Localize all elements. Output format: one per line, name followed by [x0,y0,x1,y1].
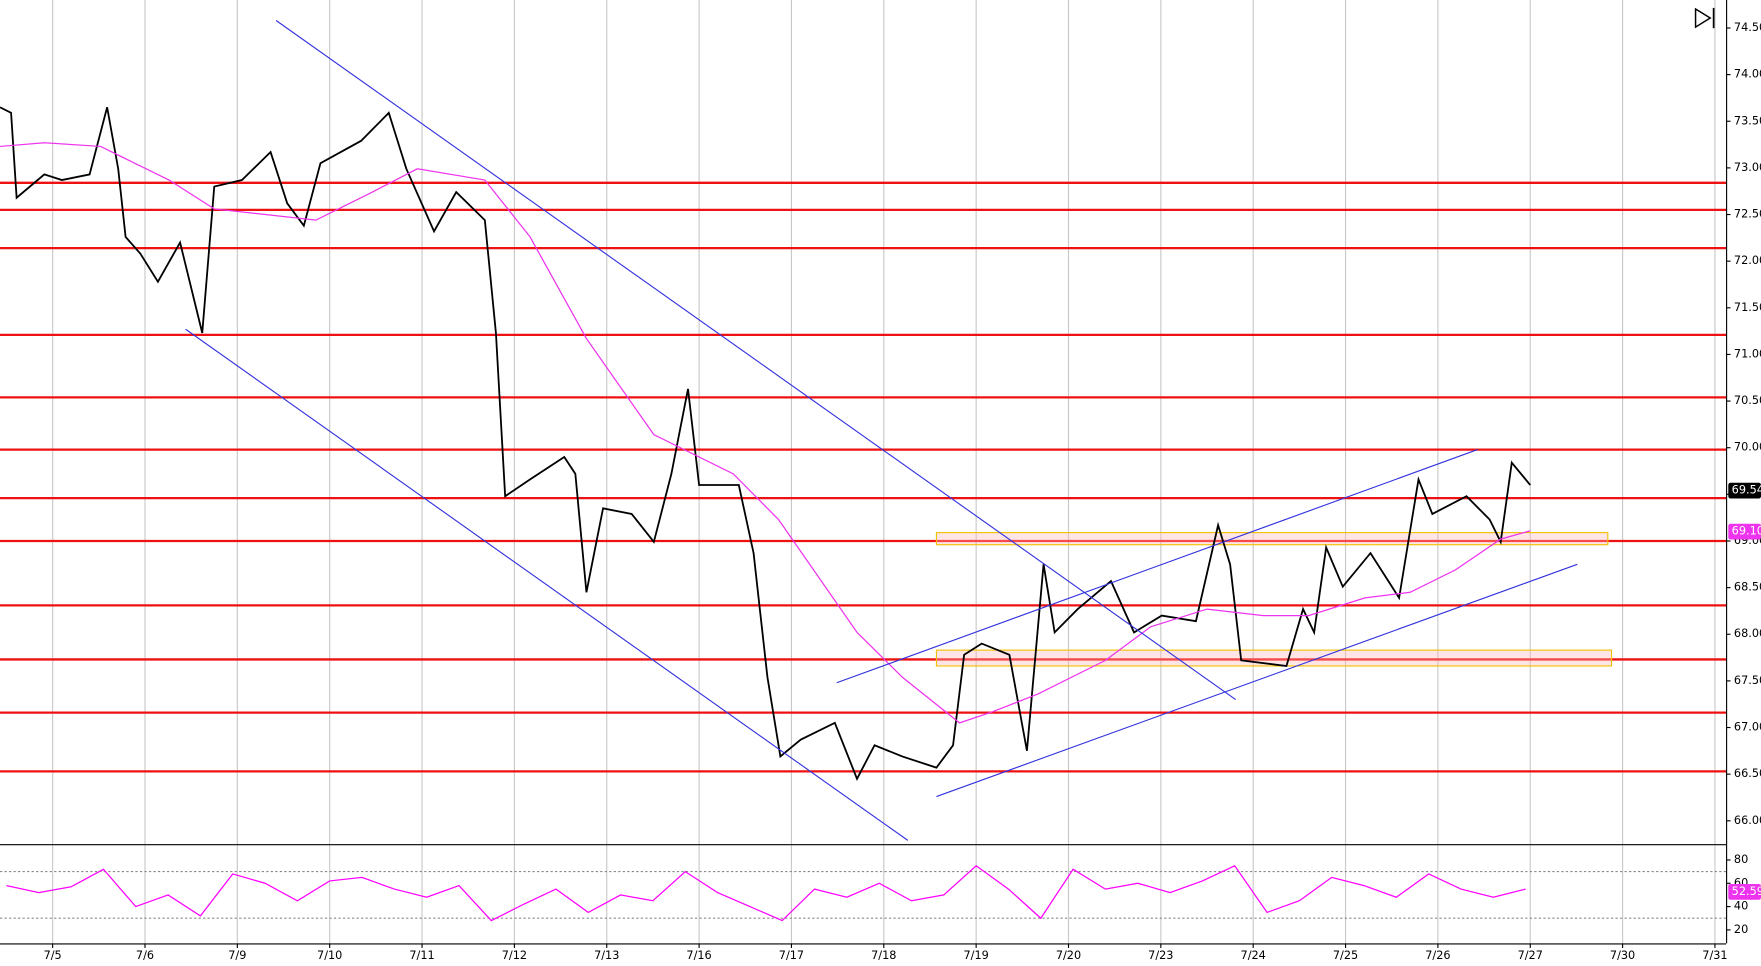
x-tick-label: 7/23 [1148,949,1173,962]
y-tick-label: 20 [1734,923,1748,936]
series-line [0,142,1531,724]
y-tick-label: 72.50 [1734,208,1761,221]
y-tick-label: 66.50 [1734,767,1761,780]
zone [935,532,1609,546]
y-tick-label: 67.50 [1734,674,1761,687]
y-tick-label: 70.00 [1734,441,1761,454]
y-tick-label: 73.00 [1734,161,1761,174]
y-tick-label: 71.00 [1734,347,1761,360]
y-tick-label: 74.50 [1734,21,1761,34]
y-tick-label: 40 [1734,900,1748,913]
x-tick-label: 7/18 [871,949,896,962]
price-label: 52.59 [1732,885,1761,898]
x-tick-label: 7/31 [1702,949,1727,962]
x-tick-label: 7/27 [1518,949,1543,962]
x-tick-label: 7/25 [1333,949,1358,962]
x-tick-label: 7/19 [963,949,988,962]
y-tick-label: 73.50 [1734,114,1761,127]
trend-line [936,563,1578,798]
price-label: 69.54 [1732,484,1761,497]
y-tick-label: 70.50 [1734,394,1761,407]
x-tick-label: 7/5 [44,949,62,962]
trend-line [275,20,1236,701]
y-tick-label: 74.00 [1734,68,1761,81]
series-line [0,106,1531,781]
y-tick-label: 68.00 [1734,627,1761,640]
y-tick-label: 66.00 [1734,814,1761,827]
series-line [6,864,1526,922]
x-tick-label: 7/17 [779,949,804,962]
x-tick-label: 7/9 [228,949,246,962]
price-label-box [1728,884,1761,900]
x-tick-label: 7/11 [409,949,434,962]
y-tick-label: 67.00 [1734,721,1761,734]
price-label-box [1728,482,1761,499]
x-tick-label: 7/20 [1056,949,1081,962]
y-tick-label: 68.50 [1734,581,1761,594]
x-tick-label: 7/30 [1610,949,1635,962]
price-label: 69.10 [1732,525,1761,538]
x-tick-label: 7/24 [1241,949,1266,962]
x-tick-label: 7/12 [502,949,527,962]
zone [935,649,1613,667]
x-tick-label: 7/6 [136,949,154,962]
scroll-end-icon[interactable] [1694,7,1715,29]
price-panel: 66.0066.5067.0067.5068.0068.5069.0069.50… [0,0,1761,845]
x-tick-label: 7/13 [594,949,619,962]
y-tick-label: 80 [1734,853,1748,866]
x-tick-label: 7/16 [686,949,711,962]
x-tick-label: 7/10 [317,949,342,962]
y-tick-label: 71.50 [1734,301,1761,314]
y-tick-label: 72.00 [1734,254,1761,267]
trend-line [185,328,909,841]
x-tick-label: 7/26 [1425,949,1450,962]
rsi-panel: 7/5 7/6 7/9 7/10 7/11 7/12 7/13 7/16 7/17 7/18 7/1… [0,845,1761,962]
trend-line [836,449,1478,684]
price-label-box [1728,523,1761,540]
